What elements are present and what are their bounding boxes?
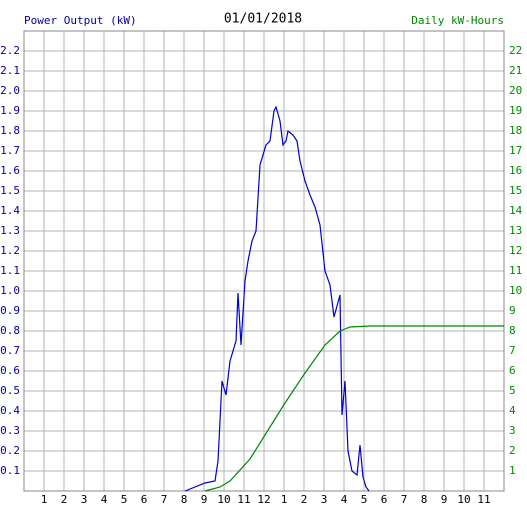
y-tick-label: 1.1 — [0, 264, 20, 277]
y2-tick-label: 8 — [509, 324, 516, 337]
y-tick-label: 1.2 — [0, 244, 20, 257]
y2-tick-label: 3 — [509, 424, 516, 437]
x-tick-label: 5 — [121, 493, 128, 506]
y2-tick-label: 2 — [509, 444, 516, 457]
x-tick-label: 11 — [237, 493, 250, 506]
y-tick-label: 0.9 — [0, 304, 20, 317]
y-tick-label: 2.0 — [0, 84, 20, 97]
x-tick-label: 9 — [201, 493, 208, 506]
y-tick-label: 0.1 — [0, 464, 20, 477]
x-tick-label: 2 — [301, 493, 308, 506]
y-tick-label: 1.7 — [0, 144, 20, 157]
x-tick-label: 5 — [361, 493, 368, 506]
x-tick-label: 4 — [341, 493, 348, 506]
y2-tick-label: 22 — [509, 44, 522, 57]
y2-axis-title: Daily kW-Hours — [411, 14, 504, 27]
y2-tick-label: 17 — [509, 144, 522, 157]
y2-tick-label: 14 — [509, 204, 523, 217]
y2-tick-label: 15 — [509, 184, 522, 197]
x-tick-label: 9 — [441, 493, 448, 506]
x-tick-label: 8 — [421, 493, 428, 506]
y2-tick-label: 19 — [509, 104, 522, 117]
x-tick-label: 1 — [281, 493, 288, 506]
x-tick-label: 7 — [161, 493, 168, 506]
x-tick-label: 4 — [101, 493, 108, 506]
y2-tick-label: 13 — [509, 224, 522, 237]
y-tick-label: 0.8 — [0, 324, 20, 337]
y2-tick-label: 20 — [509, 84, 522, 97]
chart-title: 01/01/2018 — [224, 12, 302, 27]
y2-tick-label: 9 — [509, 304, 516, 317]
series-line — [184, 105, 370, 492]
x-tick-label: 2 — [61, 493, 68, 506]
y-tick-label: 1.8 — [0, 124, 20, 137]
y-tick-label: 0.2 — [0, 444, 20, 457]
y2-tick-label: 1 — [509, 464, 516, 477]
y-tick-label: 1.6 — [0, 164, 20, 177]
x-tick-label: 3 — [321, 493, 328, 506]
y-tick-label: 1.5 — [0, 184, 20, 197]
y2-tick-label: 16 — [509, 164, 522, 177]
y2-tick-label: 10 — [509, 284, 522, 297]
x-tick-label: 1 — [41, 493, 48, 506]
y-tick-label: 2.2 — [0, 44, 20, 57]
y2-tick-label: 7 — [509, 344, 516, 357]
y2-tick-label: 21 — [509, 64, 522, 77]
y-axis-title: Power Output (kW) — [24, 14, 137, 27]
y2-tick-label: 6 — [509, 364, 516, 377]
x-tick-label: 3 — [81, 493, 88, 506]
plot-border — [23, 30, 505, 492]
y2-tick-label: 18 — [509, 124, 522, 137]
x-tick-label: 7 — [401, 493, 408, 506]
y-tick-label: 1.9 — [0, 104, 20, 117]
x-tick-label: 6 — [141, 493, 148, 506]
y2-tick-label: 11 — [509, 264, 522, 277]
x-tick-label: 6 — [381, 493, 388, 506]
y-tick-label: 1.4 — [0, 204, 20, 217]
x-tick-label: 10 — [217, 493, 230, 506]
x-tick-label: 12 — [257, 493, 270, 506]
x-tick-label: 11 — [477, 493, 490, 506]
y-tick-label: 0.4 — [0, 404, 20, 417]
y2-tick-label: 4 — [509, 404, 516, 417]
y-tick-label: 0.5 — [0, 384, 20, 397]
y2-tick-label: 12 — [509, 244, 522, 257]
y-tick-label: 1.3 — [0, 224, 20, 237]
y-tick-label: 2.1 — [0, 64, 20, 77]
y-tick-label: 0.7 — [0, 344, 20, 357]
y-tick-label: 0.3 — [0, 424, 20, 437]
series-line — [204, 325, 504, 492]
x-tick-label: 10 — [457, 493, 470, 506]
y-tick-label: 0.6 — [0, 364, 20, 377]
x-tick-label: 8 — [181, 493, 188, 506]
y-tick-label: 1.0 — [0, 284, 20, 297]
y2-tick-label: 5 — [509, 384, 516, 397]
